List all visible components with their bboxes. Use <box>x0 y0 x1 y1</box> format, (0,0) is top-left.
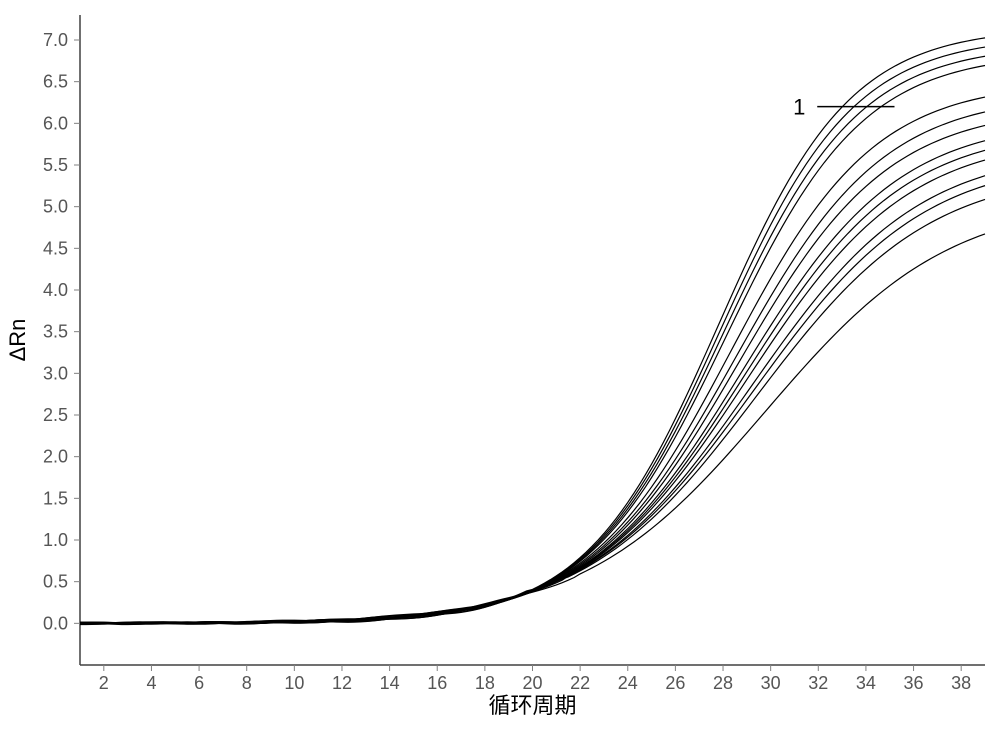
x-tick-label: 34 <box>856 673 876 693</box>
x-tick-label: 12 <box>332 673 352 693</box>
x-tick-label: 26 <box>665 673 685 693</box>
x-tick-label: 36 <box>904 673 924 693</box>
x-tick-label: 32 <box>808 673 828 693</box>
y-tick-label: 0.5 <box>43 572 68 592</box>
y-axis-label: ΔRn <box>5 319 30 362</box>
amplification-chart: 0.0 0.5 1.0 1.5 2.0 2.5 3.0 3.5 4.0 4.5 5.0 5.5 6.0 6… <box>0 0 1000 733</box>
y-tick-label: 3.5 <box>43 322 68 342</box>
x-tick-label: 16 <box>427 673 447 693</box>
y-tick-label: 0.0 <box>43 613 68 633</box>
annotation-label: 1 <box>793 95 805 120</box>
y-tick-label: 6.5 <box>43 72 68 92</box>
y-tick-label: 5.5 <box>43 155 68 175</box>
x-tick-label: 14 <box>380 673 400 693</box>
y-tick-label: 4.5 <box>43 238 68 258</box>
chart-svg: 0.0 0.5 1.0 1.5 2.0 2.5 3.0 3.5 4.0 4.5 5.0 5.5 6.0 6… <box>0 0 1000 733</box>
x-tick-label: 8 <box>242 673 252 693</box>
y-tick-label: 7.0 <box>43 30 68 50</box>
x-tick-label: 24 <box>618 673 638 693</box>
y-tick-label: 3.0 <box>43 363 68 383</box>
x-tick-label: 4 <box>146 673 156 693</box>
y-tick-label: 1.0 <box>43 530 68 550</box>
x-tick-label: 28 <box>713 673 733 693</box>
y-tick-label: 2.0 <box>43 447 68 467</box>
x-axis-label: 循环周期 <box>488 693 576 718</box>
x-tick-label: 10 <box>284 673 304 693</box>
x-tick-label: 30 <box>761 673 781 693</box>
x-tick-label: 20 <box>522 673 542 693</box>
y-tick-label: 2.5 <box>43 405 68 425</box>
y-tick-label: 6.0 <box>43 113 68 133</box>
y-tick-label: 1.5 <box>43 488 68 508</box>
x-tick-label: 22 <box>570 673 590 693</box>
y-tick-label: 5.0 <box>43 197 68 217</box>
y-tick-label: 4.0 <box>43 280 68 300</box>
x-tick-label: 38 <box>951 673 971 693</box>
x-tick-label: 6 <box>194 673 204 693</box>
x-tick-label: 2 <box>99 673 109 693</box>
x-tick-label: 18 <box>475 673 495 693</box>
